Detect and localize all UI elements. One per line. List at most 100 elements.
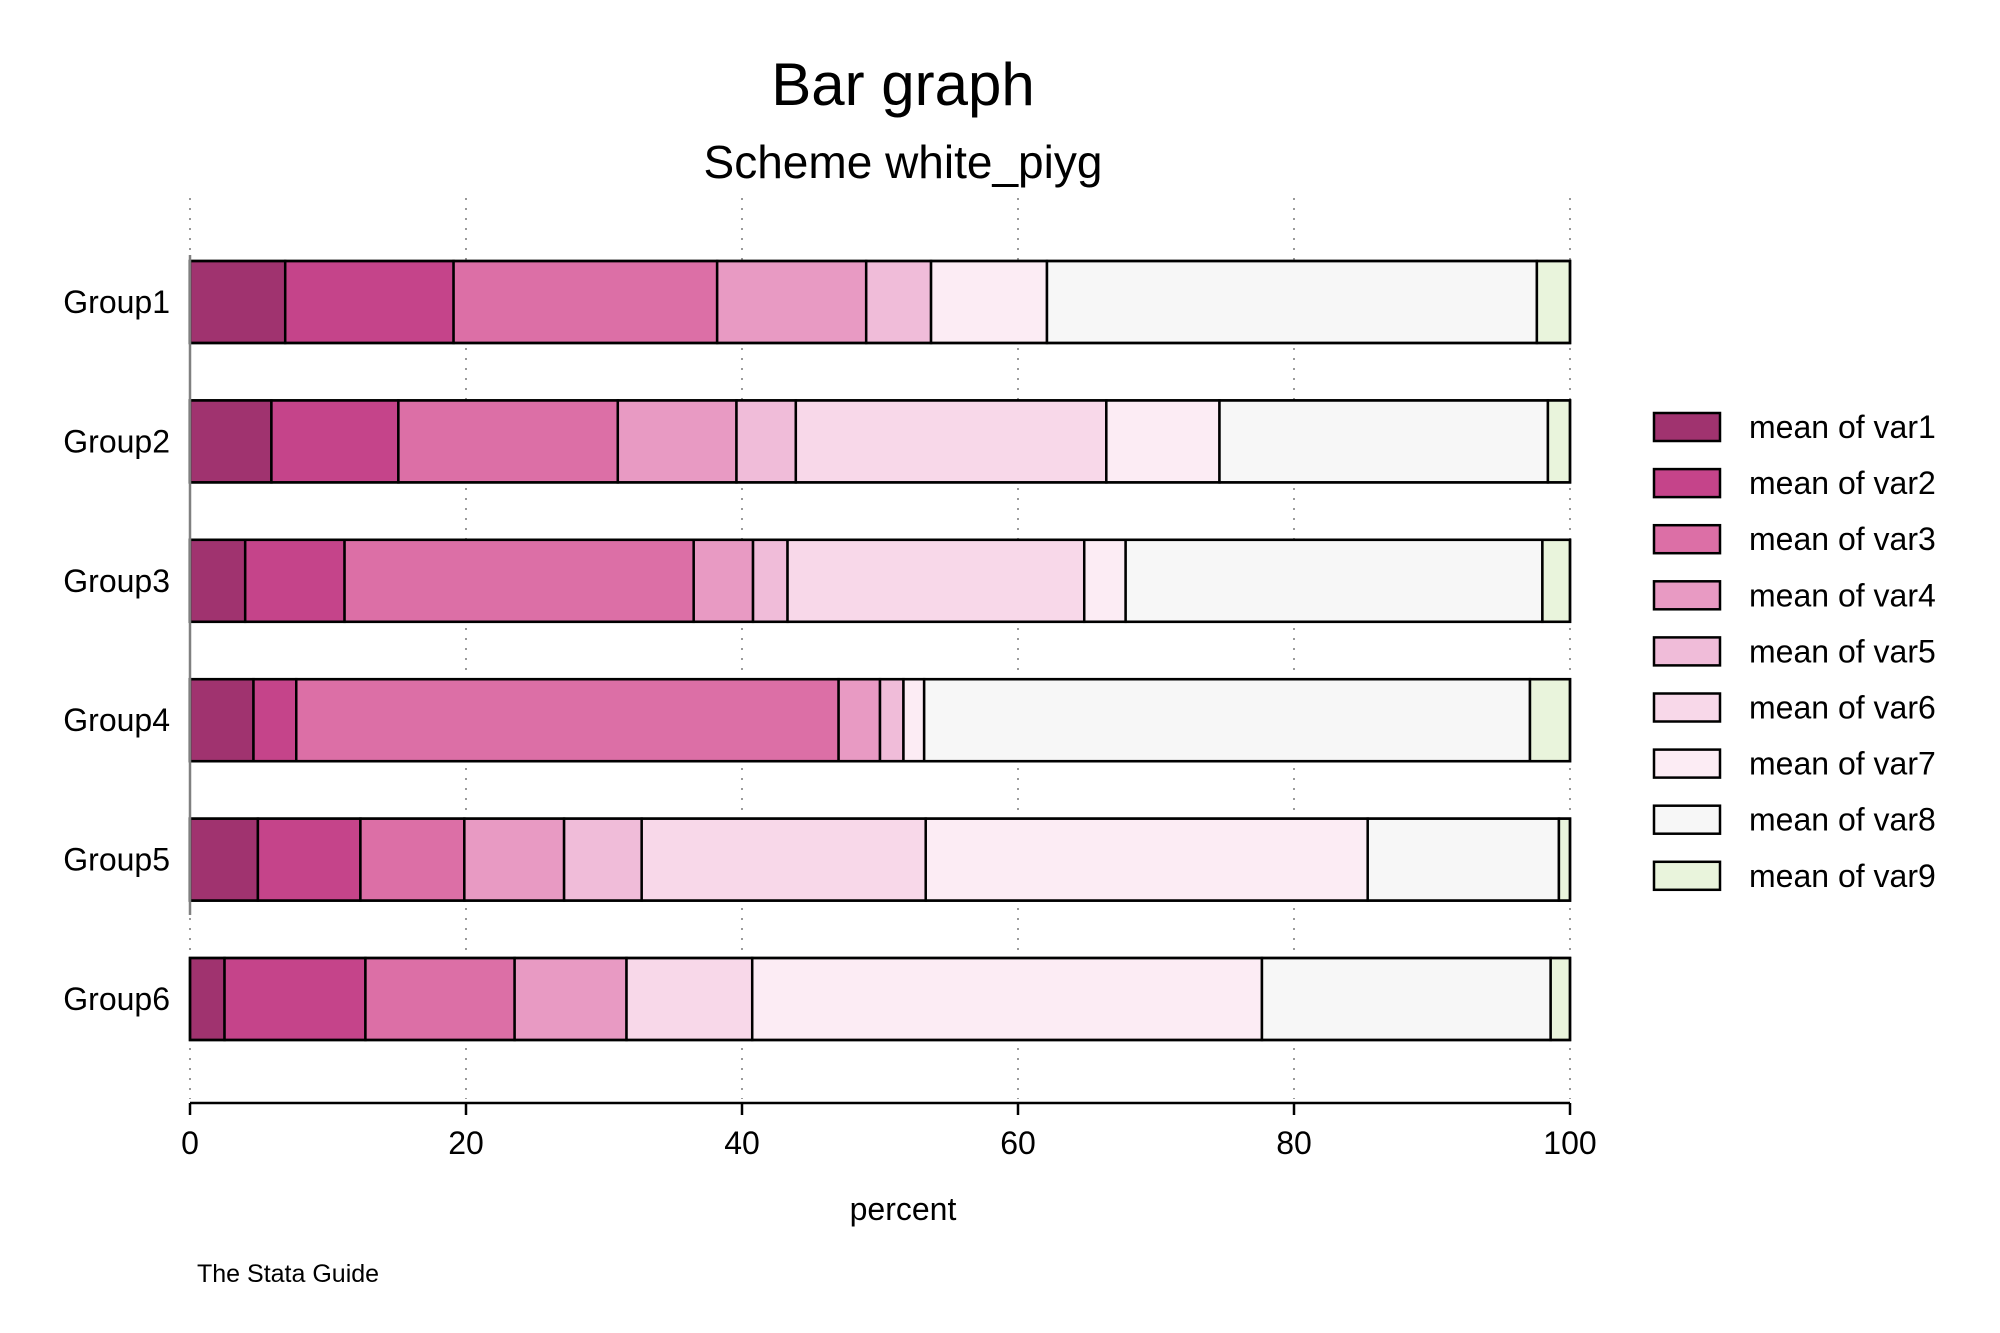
bar-group-group5: [188, 817, 1572, 902]
x-tick-label: 40: [724, 1125, 760, 1161]
legend-item: mean of var8: [1652, 802, 1936, 838]
axes: Group1 Group2 Group3 Group4 Group5 Group6 0 20 4…: [63, 255, 1597, 1161]
category-label: Group5: [63, 842, 170, 878]
bar-segment-group5-var7: [924, 817, 1369, 902]
legend-item: mean of var5: [1652, 633, 1936, 669]
bar-segment-group6-var6: [625, 956, 754, 1042]
legend-label: mean of var4: [1749, 577, 1936, 613]
bar-segment-group4-var7: [902, 677, 926, 763]
legend-item: mean of var4: [1652, 577, 1936, 613]
legend-swatch: [1652, 804, 1722, 835]
bar-segment-group6-var2: [223, 956, 367, 1042]
bar-segment-group4-var9: [1528, 677, 1572, 763]
legend-item: mean of var3: [1652, 521, 1936, 557]
bar-segment-group1-var1: [188, 259, 287, 345]
bar-segment-group2-var9: [1546, 399, 1572, 484]
x-tick-label: 60: [1000, 1125, 1036, 1161]
bar-segment-group5-var2: [256, 817, 362, 902]
bar-segment-group2-var1: [188, 399, 273, 484]
chart-title: Bar graph: [771, 51, 1035, 118]
bar-segment-group3-var1: [188, 538, 247, 624]
legend-swatch: [1652, 860, 1722, 892]
legend-item: mean of var9: [1652, 858, 1936, 894]
bar-group-group2: [188, 399, 1572, 484]
legend-swatch: [1652, 692, 1722, 723]
legend-label: mean of var6: [1749, 690, 1936, 726]
bar-segment-group5-var8: [1366, 817, 1561, 902]
bar-segment-group2-var7: [1105, 399, 1221, 484]
legend-item: mean of var1: [1652, 409, 1936, 445]
bar-segment-group3-var9: [1541, 538, 1572, 624]
bar-outline: [188, 956, 1572, 1042]
legend-label: mean of var2: [1749, 465, 1936, 501]
legend-label: mean of var1: [1749, 409, 1936, 445]
bar-segment-group5-var5: [562, 817, 643, 902]
bar-segment-group3-var3: [343, 538, 695, 624]
legend-label: mean of var3: [1749, 521, 1936, 557]
legend: mean of var1 mean of var2 mean of var3 mean…: [1652, 409, 1936, 894]
legend-swatch: [1652, 636, 1722, 667]
legend-label: mean of var5: [1749, 633, 1936, 669]
bar-segment-group5-var4: [463, 817, 566, 902]
category-label: Group3: [63, 563, 170, 599]
bar-segment-group4-var5: [878, 677, 905, 763]
bar-segment-group2-var8: [1218, 399, 1550, 484]
x-tick-label: 100: [1543, 1125, 1596, 1161]
legend-item: mean of var7: [1652, 746, 1936, 782]
bar-segment-group5-var3: [359, 817, 466, 902]
legend-item: mean of var6: [1652, 690, 1936, 726]
bar-segment-group3-var8: [1124, 538, 1544, 624]
legend-swatch: [1652, 580, 1722, 611]
bar-segment-group6-var7: [750, 956, 1264, 1042]
legend-swatch: [1652, 467, 1722, 499]
bar-segment-group1-var2: [283, 259, 455, 345]
bar-segment-group5-var1: [188, 817, 260, 902]
bar-segment-group2-var4: [616, 399, 738, 484]
bar-segment-group3-var4: [692, 538, 755, 624]
bar-segment-group6-var1: [188, 956, 226, 1042]
bar-segment-group4-var8: [922, 677, 1532, 763]
bar-group-group4: [188, 677, 1572, 763]
bar-segment-group1-var9: [1535, 259, 1572, 345]
bar-segment-group2-var2: [270, 399, 400, 484]
legend-swatch: [1652, 523, 1722, 555]
bar-segment-group1-var7: [929, 259, 1049, 345]
bar-segment-group2-var6: [794, 399, 1108, 484]
bar-segment-group1-var5: [864, 259, 933, 345]
bar-segment-group3-var2: [243, 538, 346, 624]
bar-segment-group4-var3: [295, 677, 840, 763]
bar-group-group6: [188, 956, 1572, 1042]
bar-segment-group3-var6: [786, 538, 1086, 624]
bar-segment-group5-var6: [640, 817, 927, 902]
legend-item: mean of var2: [1652, 465, 1936, 501]
bar-segment-group6-var3: [364, 956, 516, 1042]
legend-label: mean of var9: [1749, 858, 1936, 894]
legend-label: mean of var8: [1749, 802, 1936, 838]
category-label: Group4: [63, 702, 170, 738]
bar-segment-group3-var5: [751, 538, 789, 624]
legend-swatch: [1652, 411, 1722, 443]
bar-segment-group6-var8: [1260, 956, 1552, 1042]
x-tick-label: 0: [181, 1125, 199, 1161]
bar-segment-group5-var9: [1557, 817, 1572, 902]
legend-swatch: [1652, 748, 1722, 779]
bar-segment-group2-var3: [397, 399, 620, 484]
bar-segment-group4-var4: [837, 677, 882, 763]
chart-subtitle: Scheme white_piyg: [704, 136, 1103, 188]
x-tick-label: 80: [1276, 1125, 1312, 1161]
bar-segment-group1-var8: [1045, 259, 1539, 345]
bar-segment-group6-var9: [1549, 956, 1572, 1042]
bar-segment-group3-var7: [1082, 538, 1127, 624]
bar-group-group1: [188, 259, 1572, 345]
x-tick-label: 20: [448, 1125, 484, 1161]
x-axis-title: percent: [850, 1191, 957, 1227]
bar-segment-group1-var3: [452, 259, 719, 345]
bar-segment-group2-var5: [735, 399, 798, 484]
category-label: Group1: [63, 284, 170, 320]
bar-group-group3: [188, 538, 1572, 624]
chart-note: The Stata Guide: [197, 1260, 379, 1288]
bar-segment-group6-var4: [513, 956, 628, 1042]
bar-segment-group4-var2: [252, 677, 298, 763]
bar-segment-group4-var1: [188, 677, 255, 763]
